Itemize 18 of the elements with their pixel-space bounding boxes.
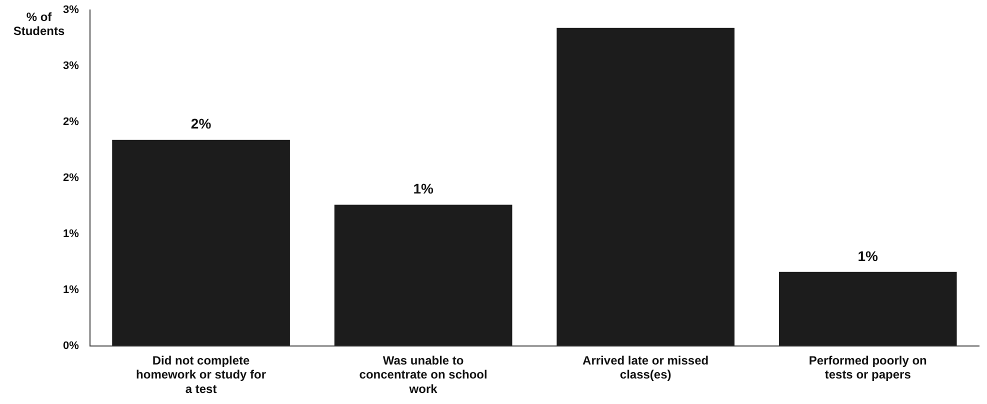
- data-label: 1%: [858, 248, 879, 264]
- bar: [112, 140, 290, 346]
- y-tick-label: 1%: [62, 284, 80, 296]
- y-tick-label: 2%: [62, 116, 80, 128]
- y-tick-label: 2%: [62, 172, 80, 184]
- y-tick-label: 3%: [62, 4, 80, 16]
- bar: [334, 204, 512, 346]
- data-label: 1%: [413, 180, 434, 197]
- bar: [778, 272, 957, 346]
- y-tick-label: 1%: [62, 228, 80, 240]
- bar: [556, 28, 734, 346]
- data-label: 2%: [190, 116, 212, 132]
- y-tick-label: 3%: [62, 60, 80, 72]
- x-tick-label: Did not complete homework or study for a test: [136, 353, 266, 396]
- x-tick-label: Arrived late or missed class(es): [582, 353, 709, 382]
- x-tick-label: Performed poorly on tests or papers: [808, 353, 927, 382]
- x-tick-label: Was unable to concentrate on school work: [359, 353, 488, 396]
- y-tick-label: 0%: [62, 340, 80, 352]
